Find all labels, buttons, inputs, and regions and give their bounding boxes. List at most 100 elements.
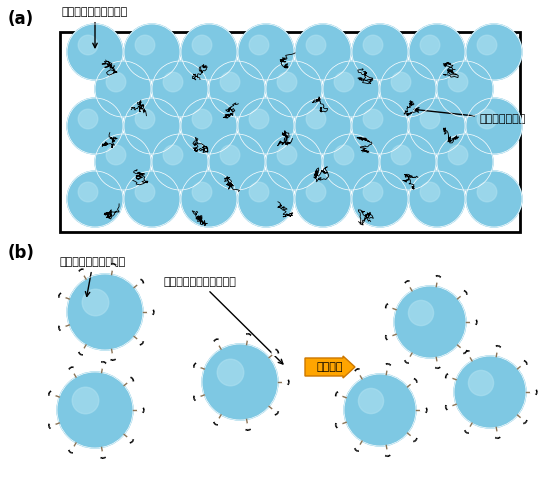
- Circle shape: [272, 408, 277, 414]
- Circle shape: [78, 109, 98, 129]
- Circle shape: [181, 171, 237, 227]
- Circle shape: [220, 145, 240, 165]
- Circle shape: [195, 364, 200, 369]
- Text: セラミックス原料粒子: セラミックス原料粒子: [60, 257, 127, 296]
- Circle shape: [209, 134, 265, 190]
- Circle shape: [295, 98, 351, 154]
- Circle shape: [215, 418, 220, 424]
- Circle shape: [409, 171, 465, 227]
- Circle shape: [181, 98, 237, 154]
- Circle shape: [137, 281, 142, 285]
- Circle shape: [295, 24, 351, 80]
- Circle shape: [80, 270, 85, 276]
- Circle shape: [344, 374, 416, 446]
- Circle shape: [352, 171, 408, 227]
- Circle shape: [50, 423, 55, 428]
- Circle shape: [466, 171, 522, 227]
- Circle shape: [60, 294, 65, 299]
- Circle shape: [215, 340, 220, 346]
- Circle shape: [387, 334, 392, 339]
- Circle shape: [421, 407, 426, 413]
- Circle shape: [124, 171, 180, 227]
- Circle shape: [147, 309, 152, 314]
- Circle shape: [209, 61, 265, 117]
- Circle shape: [152, 134, 208, 190]
- Circle shape: [460, 347, 465, 352]
- Text: 外部刺激: 外部刺激: [317, 362, 343, 372]
- Circle shape: [82, 289, 109, 316]
- Text: 有機バインダー: 有機バインダー: [414, 108, 526, 124]
- Circle shape: [495, 432, 500, 437]
- Circle shape: [356, 370, 361, 375]
- Circle shape: [95, 134, 151, 190]
- Circle shape: [420, 109, 440, 129]
- Circle shape: [306, 109, 326, 129]
- FancyArrow shape: [305, 356, 355, 378]
- Circle shape: [306, 182, 326, 202]
- Text: (b): (b): [8, 244, 35, 262]
- Circle shape: [249, 109, 269, 129]
- Circle shape: [477, 109, 497, 129]
- Circle shape: [420, 182, 440, 202]
- Circle shape: [163, 145, 183, 165]
- Circle shape: [363, 109, 383, 129]
- Circle shape: [520, 417, 525, 422]
- Circle shape: [78, 35, 98, 55]
- Circle shape: [337, 422, 342, 427]
- FancyBboxPatch shape: [60, 32, 520, 232]
- Circle shape: [460, 292, 465, 297]
- Circle shape: [135, 109, 155, 129]
- Circle shape: [391, 145, 411, 165]
- Circle shape: [163, 72, 183, 92]
- Circle shape: [466, 427, 471, 432]
- Circle shape: [272, 350, 277, 356]
- Circle shape: [470, 320, 476, 324]
- Circle shape: [283, 379, 288, 385]
- Circle shape: [477, 35, 497, 55]
- Circle shape: [363, 35, 383, 55]
- Circle shape: [323, 61, 379, 117]
- Circle shape: [380, 134, 436, 190]
- Circle shape: [95, 61, 151, 117]
- Circle shape: [195, 395, 200, 400]
- Circle shape: [220, 72, 240, 92]
- Circle shape: [124, 98, 180, 154]
- Circle shape: [67, 24, 123, 80]
- Circle shape: [111, 354, 116, 359]
- Circle shape: [57, 372, 133, 448]
- Circle shape: [78, 182, 98, 202]
- Circle shape: [67, 274, 143, 350]
- Circle shape: [448, 145, 468, 165]
- Circle shape: [385, 450, 390, 455]
- Circle shape: [409, 98, 465, 154]
- Circle shape: [202, 344, 278, 420]
- Circle shape: [337, 393, 342, 398]
- Circle shape: [238, 98, 294, 154]
- Circle shape: [466, 24, 522, 80]
- Circle shape: [100, 452, 105, 457]
- Circle shape: [60, 325, 65, 330]
- Circle shape: [72, 387, 99, 414]
- Circle shape: [437, 61, 493, 117]
- Circle shape: [334, 145, 354, 165]
- Circle shape: [495, 347, 500, 352]
- Circle shape: [266, 134, 322, 190]
- Circle shape: [135, 182, 155, 202]
- Circle shape: [192, 182, 212, 202]
- Circle shape: [435, 277, 440, 282]
- Text: 単分子層有機バインダー: 単分子層有機バインダー: [163, 277, 283, 364]
- Circle shape: [135, 35, 155, 55]
- Circle shape: [80, 348, 85, 353]
- Circle shape: [238, 24, 294, 80]
- Circle shape: [435, 362, 440, 367]
- Circle shape: [409, 24, 465, 80]
- Circle shape: [437, 134, 493, 190]
- Circle shape: [124, 24, 180, 80]
- Circle shape: [410, 435, 415, 440]
- Circle shape: [127, 436, 132, 442]
- Circle shape: [106, 145, 126, 165]
- Circle shape: [410, 380, 415, 385]
- Circle shape: [245, 424, 250, 429]
- Circle shape: [385, 365, 390, 370]
- Circle shape: [469, 370, 493, 396]
